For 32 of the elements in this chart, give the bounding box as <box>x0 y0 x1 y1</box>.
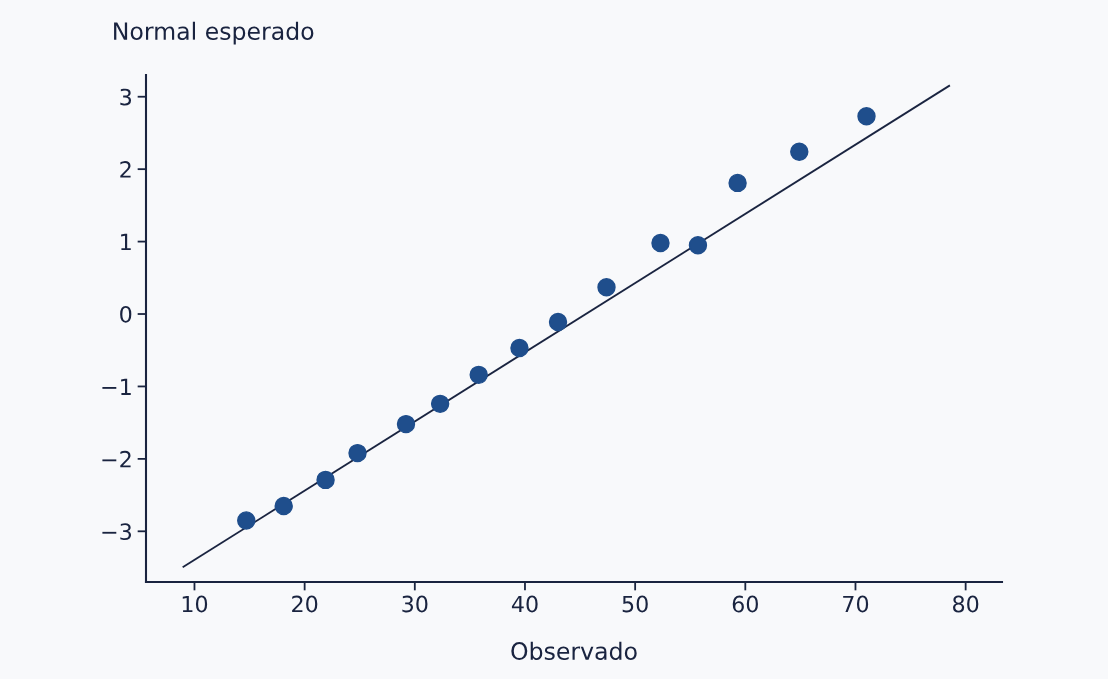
y-tick-label: 3 <box>120 88 132 106</box>
point <box>348 443 367 463</box>
point <box>396 414 416 434</box>
point <box>597 278 616 297</box>
point <box>790 142 809 161</box>
point <box>469 365 488 385</box>
y-tick-label: −1 <box>102 378 131 395</box>
x-axis-title: Observado <box>511 641 637 660</box>
y-tick-label: 1 <box>121 233 131 251</box>
point <box>688 236 708 255</box>
y-axis-title: Normal esperado <box>114 21 314 45</box>
point <box>728 173 747 193</box>
x-tick-label: 70 <box>843 595 869 613</box>
point <box>548 312 568 332</box>
point <box>510 338 529 358</box>
y-tick-label: −3 <box>102 523 132 541</box>
y-tick-label: −2 <box>102 450 131 468</box>
x-tick-label: 10 <box>182 595 208 613</box>
y-tick-label: 0 <box>120 305 132 323</box>
point <box>237 511 256 530</box>
x-tick-label: 80 <box>953 595 979 613</box>
point <box>651 233 670 253</box>
point <box>316 470 335 490</box>
x-tick-label: 30 <box>402 595 428 613</box>
x-tick-label: 20 <box>292 595 318 613</box>
y-tick-label: 2 <box>120 161 131 178</box>
x-tick-label: 40 <box>511 595 538 613</box>
point <box>857 107 876 126</box>
x-tick-label: 60 <box>732 595 758 613</box>
point <box>274 496 293 516</box>
point <box>430 394 450 414</box>
x-tick-label: 50 <box>622 595 648 613</box>
